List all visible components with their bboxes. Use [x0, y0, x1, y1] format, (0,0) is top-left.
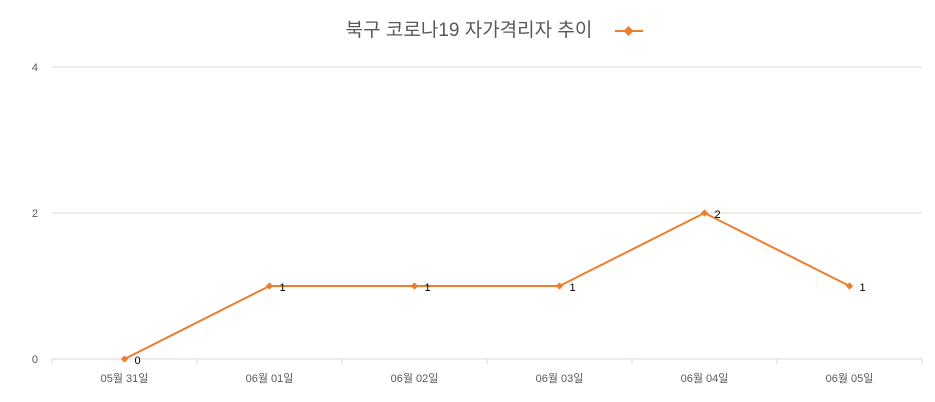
y-tick-label: 0	[32, 354, 38, 366]
data-label: 1	[570, 282, 576, 294]
data-labels: 0 1 1 1 2 1	[135, 209, 866, 367]
data-label: 1	[425, 282, 431, 294]
data-point	[265, 282, 274, 290]
legend-marker	[623, 26, 634, 36]
series-line	[124, 212, 850, 360]
data-point	[555, 282, 564, 290]
legend	[615, 26, 643, 36]
x-tick-label: 06월 03일	[536, 371, 584, 385]
data-label: 1	[280, 282, 286, 294]
data-label: 1	[860, 282, 866, 294]
series	[120, 209, 854, 363]
x-tick-label: 06월 02일	[391, 371, 439, 385]
x-tick-label: 06월 04일	[681, 371, 729, 385]
y-axis: 0 2 4	[32, 62, 38, 366]
data-point	[700, 209, 709, 217]
data-label: 0	[135, 355, 141, 367]
y-tick-label: 2	[32, 208, 38, 220]
x-tick-label: 06월 01일	[246, 371, 294, 385]
x-tick-label: 06월 05일	[826, 371, 874, 385]
data-label: 2	[715, 209, 721, 221]
y-tick-label: 4	[32, 62, 38, 74]
data-point	[410, 282, 419, 290]
chart-title: 북구 코로나19 자가격리자 추이	[346, 19, 593, 41]
x-tick-label: 05월 31일	[101, 371, 149, 385]
x-axis	[51, 358, 923, 364]
gridlines	[52, 66, 922, 214]
x-tick-labels: 05월 31일 06월 01일 06월 02일 06월 03일 06월 04일 06월 0…	[101, 371, 874, 385]
data-point	[845, 282, 854, 290]
data-point	[120, 355, 129, 363]
